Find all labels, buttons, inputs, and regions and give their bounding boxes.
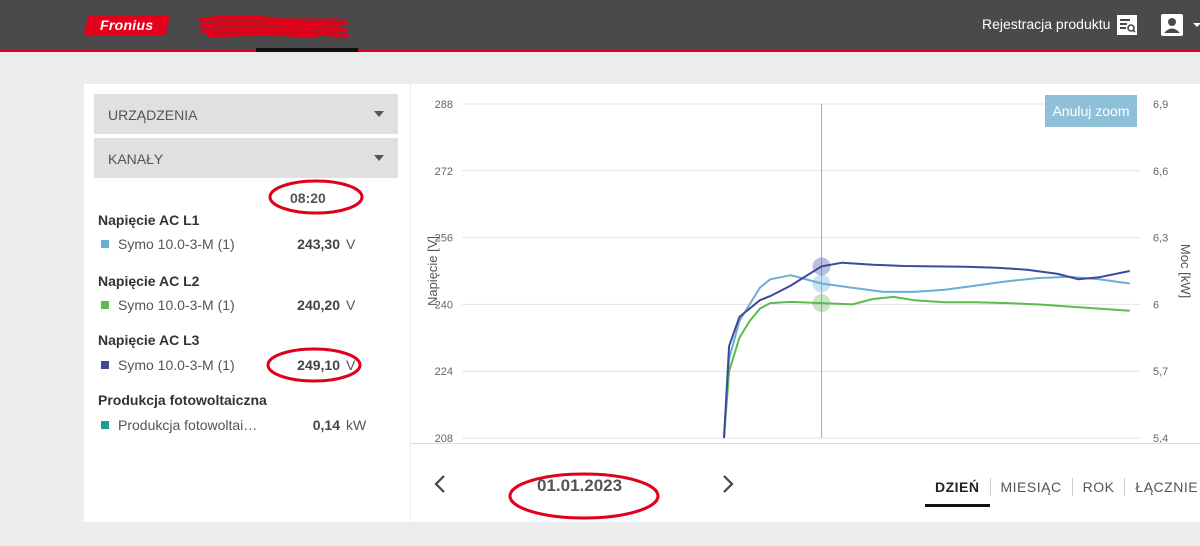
channel-unit: V xyxy=(346,357,356,373)
channels-dropdown[interactable]: KANAŁY xyxy=(94,138,398,178)
channel-name: Symo 10.0-3-M (1) xyxy=(118,236,235,252)
channel-name: Symo 10.0-3-M (1) xyxy=(118,357,235,373)
y2-tick-label: 6,6 xyxy=(1153,166,1168,178)
group-title-l3: Napięcie AC L3 xyxy=(98,332,200,348)
selected-time: 08:20 xyxy=(290,190,326,206)
channel-name: Symo 10.0-3-M (1) xyxy=(118,297,235,313)
redacted-scribble xyxy=(199,15,349,38)
y2-tick-label: 6,9 xyxy=(1153,99,1168,111)
channel-value: 249,10 xyxy=(297,357,340,373)
top-bar: Fronius Rejestracja produktu xyxy=(0,0,1200,50)
series-line-3 xyxy=(723,261,1130,439)
series-line-1 xyxy=(723,274,1130,439)
y2-tick-label: 6,3 xyxy=(1153,233,1168,245)
fronius-logo[interactable]: Fronius xyxy=(83,15,171,35)
tab-day[interactable]: DZIEŃ xyxy=(925,478,990,507)
channel-unit: V xyxy=(346,297,356,313)
channel-value: 0,14 xyxy=(312,417,340,433)
y2-tick-label: 6 xyxy=(1153,299,1159,311)
channels-dropdown-label: KANAŁY xyxy=(108,151,164,167)
caret-down-icon xyxy=(374,155,384,161)
legend-swatch xyxy=(101,301,109,309)
chart-panel: 2882722562402242086,96,66,365,75,407:500… xyxy=(411,84,1200,522)
y2-tick-label: 5,7 xyxy=(1153,366,1168,378)
channel-unit: V xyxy=(346,236,356,252)
y-tick-label: 240 xyxy=(435,299,453,311)
y-tick-label: 256 xyxy=(435,233,453,245)
register-product-link[interactable]: Rejestracja produktu xyxy=(982,16,1111,32)
legend-swatch xyxy=(101,240,109,248)
tab-month[interactable]: MIESIĄC xyxy=(989,478,1072,496)
register-product-icon[interactable] xyxy=(1116,14,1138,36)
reset-zoom-button[interactable]: Anuluj zoom xyxy=(1045,95,1137,127)
legend-swatch xyxy=(101,361,109,369)
crosshair-point-2 xyxy=(812,294,831,313)
legend-swatch xyxy=(101,421,109,429)
channel-row-pv[interactable]: Produkcja fotowoltai… 0,14 kW xyxy=(98,416,398,434)
channel-panel: URZĄDZENIA KANAŁY 08:20 Napięcie AC L1 S… xyxy=(84,84,410,522)
y-tick-label: 224 xyxy=(435,366,453,378)
devices-dropdown[interactable]: URZĄDZENIA xyxy=(94,94,398,134)
y-tick-label: 272 xyxy=(435,166,453,178)
channel-row-l3[interactable]: Symo 10.0-3-M (1) 249,10 V xyxy=(98,356,398,374)
user-icon[interactable] xyxy=(1160,13,1184,37)
chevron-left-icon[interactable] xyxy=(429,472,453,496)
logo-text: Fronius xyxy=(100,17,154,33)
y-tick-label: 288 xyxy=(435,99,453,111)
y-axis-label: Napięcie [V] xyxy=(425,236,440,306)
tab-total[interactable]: ŁĄCZNIE xyxy=(1124,478,1200,496)
group-title-l2: Napięcie AC L2 xyxy=(98,273,200,289)
voltage-chart[interactable]: 2882722562402242086,96,66,365,75,407:500… xyxy=(411,84,1200,443)
channel-name: Produkcja fotowoltai… xyxy=(118,417,258,433)
group-title-pv: Produkcja fotowoltaiczna xyxy=(98,392,267,408)
header-accent-line xyxy=(0,50,1200,52)
chevron-right-icon[interactable] xyxy=(715,472,739,496)
y2-tick-label: 5,4 xyxy=(1153,433,1168,443)
chevron-down-icon[interactable] xyxy=(1192,20,1200,30)
group-title-l1: Napięcie AC L1 xyxy=(98,212,200,228)
period-tabs: DZIEŃ MIESIĄC ROK ŁĄCZNIE xyxy=(925,478,1200,507)
devices-dropdown-label: URZĄDZENIA xyxy=(108,107,198,123)
channel-value: 243,30 xyxy=(297,236,340,252)
current-date[interactable]: 01.01.2023 xyxy=(537,476,623,495)
series-line-2 xyxy=(723,295,1130,439)
channel-row-l1[interactable]: Symo 10.0-3-M (1) 243,30 V xyxy=(98,235,398,253)
tab-year[interactable]: ROK xyxy=(1071,478,1125,496)
channel-row-l2[interactable]: Symo 10.0-3-M (1) 240,20 V xyxy=(98,296,398,314)
crosshair-point-1 xyxy=(812,274,831,293)
crosshair-point-3 xyxy=(812,257,831,276)
y-tick-label: 208 xyxy=(435,433,453,443)
caret-down-icon xyxy=(374,111,384,117)
channel-value: 240,20 xyxy=(297,297,340,313)
active-nav-indicator xyxy=(256,48,358,52)
date-navigation: 01.01.2023 DZIEŃ MIESIĄC ROK ŁĄCZNIE xyxy=(411,443,1200,522)
y2-axis-label: Moc [kW] xyxy=(1178,244,1193,298)
channel-unit: kW xyxy=(346,417,367,433)
